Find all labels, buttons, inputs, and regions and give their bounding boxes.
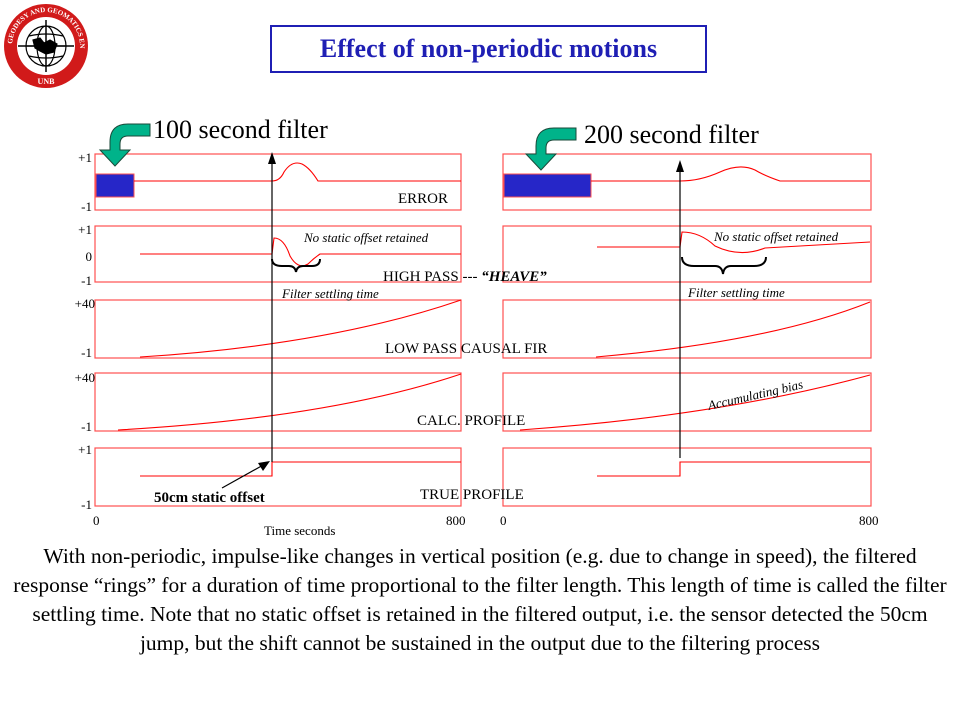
right-calc-panel [502, 372, 872, 432]
tick-calc-top: +40 [75, 370, 95, 385]
right-true-panel [502, 447, 872, 507]
right-lowpass-panel [502, 299, 872, 359]
tick-lp-top: +40 [75, 296, 95, 311]
x-axis-labels: 0 800 0 800 Time seconds [93, 513, 879, 538]
left-x-max: 800 [446, 513, 466, 528]
static-offset-label: 50cm static offset [154, 490, 265, 506]
caption: With non-periodic, impulse-like changes … [13, 544, 947, 655]
globe-icon [18, 20, 74, 72]
row-label-high-pass: HIGH PASS --- “HEAVE” [383, 269, 547, 285]
right-calc-signal [519, 374, 871, 431]
tick-error-top: +1 [78, 150, 92, 165]
slide-title: Effect of non-periodic motions [319, 34, 658, 63]
right-bent-arrow-icon [524, 127, 577, 171]
tick-lp-bottom: -1 [81, 345, 92, 360]
row-label-low-pass: LOW PASS CAUSAL FIR [385, 341, 547, 357]
panels [94, 153, 872, 507]
left-true-signal [140, 461, 461, 477]
tick-true-top: +1 [78, 442, 92, 457]
tick-hp-bottom: -1 [81, 273, 92, 288]
left-bent-arrow-icon [98, 123, 151, 167]
right-settling-time-note: Filter settling time [687, 285, 785, 300]
row-label-calc-profile: CALC. PROFILE [417, 413, 525, 429]
right-highpass-panel [502, 225, 872, 283]
row-labels: ERROR HIGH PASS --- “HEAVE” LOW PASS CAU… [383, 191, 547, 503]
left-highpass-signal [140, 237, 461, 267]
right-settling-brace [681, 256, 767, 275]
right-event-arrowhead [676, 160, 684, 172]
left-error-signal [134, 162, 461, 182]
left-lowpass-panel [94, 299, 462, 359]
row-label-true-profile: TRUE PROFILE [420, 487, 524, 503]
left-filter-label: 100 second filter [153, 115, 328, 144]
left-no-static-offset-note: No static offset retained [303, 230, 429, 245]
right-filter-window [503, 173, 592, 198]
row-label-error: ERROR [398, 191, 448, 207]
right-no-static-offset-note: No static offset retained [713, 229, 839, 244]
left-error-panel [94, 153, 462, 211]
right-x-max: 800 [859, 513, 879, 528]
left-true-panel [94, 447, 462, 507]
left-calc-panel [94, 372, 462, 432]
static-offset-pointer [221, 463, 266, 489]
left-lowpass-signal [139, 299, 462, 358]
left-filter-window [95, 173, 135, 198]
tick-hp-zero: 0 [86, 249, 93, 264]
right-highpass-signal [597, 231, 871, 254]
right-error-signal [591, 166, 870, 182]
tick-true-bottom: -1 [81, 497, 92, 512]
logo-bottom-text: UNB [38, 77, 56, 86]
right-true-signal [597, 461, 870, 477]
unb-logo: GEODESY AND GEOMATICS ENGINEERING UNB [2, 2, 88, 88]
right-lowpass-signal [595, 301, 871, 358]
left-event-arrowhead [268, 152, 276, 164]
static-offset-arrowhead [258, 461, 270, 471]
left-settling-time-note: Filter settling time [281, 286, 379, 301]
right-x-min: 0 [500, 513, 507, 528]
tick-calc-bottom: -1 [81, 419, 92, 434]
left-x-min: 0 [93, 513, 100, 528]
tick-hp-top: +1 [78, 222, 92, 237]
right-error-panel [502, 153, 872, 211]
right-filter-label: 200 second filter [584, 120, 759, 149]
x-axis-title: Time seconds [264, 523, 335, 538]
annotations: No static offset retained No static offs… [281, 229, 839, 413]
tick-error-bottom: -1 [81, 199, 92, 214]
left-settling-brace [271, 258, 321, 273]
signals [117, 162, 871, 477]
left-calc-signal [117, 373, 462, 431]
event-lines [271, 162, 681, 462]
y-ticks: +1 -1 +1 0 -1 +40 -1 +40 -1 +1 -1 [75, 150, 95, 512]
title-box: Effect of non-periodic motions [270, 25, 707, 73]
